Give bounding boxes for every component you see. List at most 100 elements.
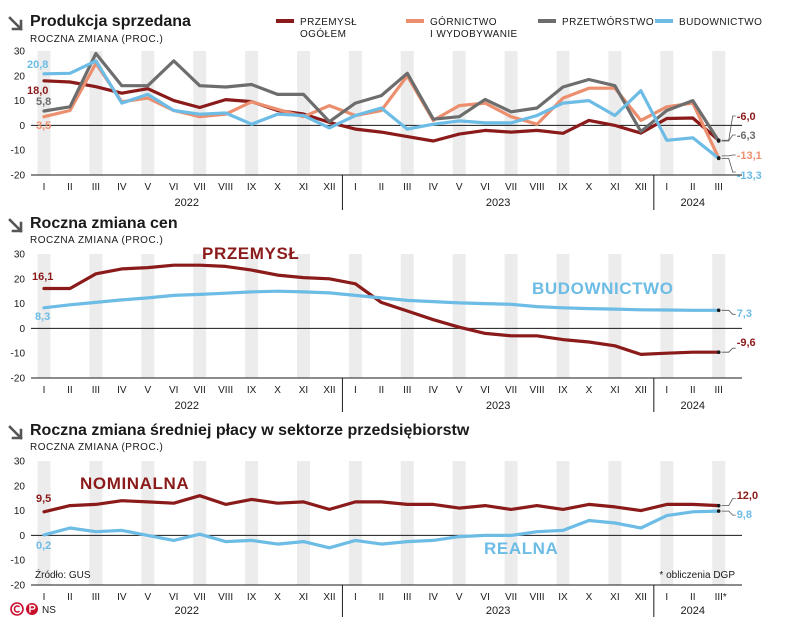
end-value-label: -6,0 (737, 111, 756, 123)
legend-label: BUDOWNICTWO (679, 17, 762, 28)
month-stripe (452, 51, 466, 175)
x-tick-label: III (715, 385, 723, 396)
leader-line (721, 115, 736, 141)
x-tick-label: III (92, 385, 100, 396)
x-tick-label: IV (429, 182, 439, 193)
series-name-label: REALNA (484, 539, 558, 558)
chart-title: Produkcja sprzedana (30, 13, 191, 30)
y-tick-label: 10 (14, 506, 26, 517)
x-tick-label: XII (323, 182, 335, 193)
x-tick-label: I (354, 182, 357, 193)
y-tick-label: 30 (14, 457, 26, 468)
x-tick-label: XI (610, 592, 619, 603)
x-tick-label: VIII (218, 182, 233, 193)
x-tick-label: XI (299, 182, 308, 193)
x-tick-label: IX (247, 385, 257, 396)
year-label: 2024 (681, 605, 705, 617)
arrow-down-right-icon (8, 218, 23, 233)
y-tick-label: -10 (11, 556, 26, 567)
y-tick-label: -10 (11, 349, 26, 360)
arrow-down-right-icon (8, 425, 23, 440)
copyright-icon-c (13, 605, 21, 613)
x-tick-label: III (92, 182, 100, 193)
start-value-label: 8,3 (35, 311, 50, 323)
x-tick-label: V (144, 182, 151, 193)
x-tick-label: I (665, 182, 668, 193)
x-tick-label: VII (505, 385, 517, 396)
series-line-budownictwo (42, 289, 721, 312)
x-tick-label: I (43, 182, 46, 193)
end-value-label: -13,1 (737, 150, 762, 162)
series-end-point (716, 350, 721, 355)
month-stripe (400, 461, 414, 585)
x-tick-label: IX (558, 385, 568, 396)
start-value-label: 9,5 (36, 493, 51, 505)
month-stripe (504, 461, 518, 585)
p-glyph-icon (29, 604, 36, 613)
year-label: 2023 (486, 197, 510, 209)
leader-line (721, 347, 736, 353)
x-tick-label: XI (610, 182, 619, 193)
series-name-label: NOMINALNA (80, 474, 189, 493)
month-stripe (712, 254, 726, 378)
x-tick-label: II (690, 182, 696, 193)
end-value-label: 9,8 (737, 509, 752, 521)
month-stripe (245, 461, 259, 585)
x-tick-label: XII (323, 385, 335, 396)
x-tick-label: III (715, 182, 723, 193)
x-tick-label: I (43, 592, 46, 603)
leader-line (721, 154, 736, 157)
footnote: * obliczenia DGP (659, 570, 735, 581)
x-tick-label: XI (610, 385, 619, 396)
x-tick-label: VIII (530, 182, 545, 193)
x-tick-label: V (144, 385, 151, 396)
month-stripe (712, 461, 726, 585)
start-value-label: 16,1 (32, 271, 53, 283)
y-tick-label: 20 (14, 274, 26, 285)
x-tick-label: IV (117, 385, 127, 396)
x-tick-label: III* (715, 592, 727, 603)
y-tick-label: -20 (11, 374, 26, 385)
x-tick-label: IX (558, 182, 568, 193)
brand-logo: NS (10, 602, 56, 616)
x-tick-label: I (354, 592, 357, 603)
legend-label-2: I WYDOBYWANIE (430, 29, 518, 40)
chart-subtitle: ROCZNA ZMIANA (PROC.) (30, 442, 163, 453)
chart-subtitle: ROCZNA ZMIANA (PROC.) (30, 235, 163, 246)
series-end-point (716, 509, 721, 513)
x-tick-label: X (274, 592, 281, 603)
year-label: 2023 (486, 605, 510, 617)
legend-label: PRZEMYSŁ (300, 17, 357, 28)
month-stripe (452, 254, 466, 378)
series-line-gornictwo (42, 61, 721, 160)
x-tick-label: XII (323, 592, 335, 603)
month-stripe (348, 51, 362, 175)
end-value-label: -13,3 (737, 170, 762, 182)
x-tick-label: II (379, 385, 385, 396)
series-end-point (716, 156, 721, 161)
series-name-label: BUDOWNICTWO (532, 279, 674, 298)
x-tick-label: VII (194, 182, 206, 193)
year-label: 2024 (681, 400, 705, 412)
year-label: 2024 (681, 197, 705, 209)
x-tick-label: II (379, 182, 385, 193)
month-stripe (400, 254, 414, 378)
x-tick-label: II (690, 592, 696, 603)
y-tick-label: 0 (19, 121, 25, 132)
month-stripe (193, 254, 207, 378)
series-line-przemysl (42, 79, 721, 143)
x-tick-label: I (43, 385, 46, 396)
month-stripe (245, 51, 259, 175)
x-tick-label: IV (429, 592, 439, 603)
x-tick-label: II (67, 592, 73, 603)
month-stripe (89, 254, 103, 378)
series-line-przetworstwo (42, 51, 721, 143)
x-tick-label: III (92, 592, 100, 603)
month-stripe (141, 51, 155, 175)
legend-label-2: OGÓŁEM (300, 27, 346, 40)
leader-line (721, 157, 736, 173)
x-tick-label: VII (194, 385, 206, 396)
month-stripe (660, 51, 674, 175)
end-value-label: -6,3 (737, 130, 756, 142)
